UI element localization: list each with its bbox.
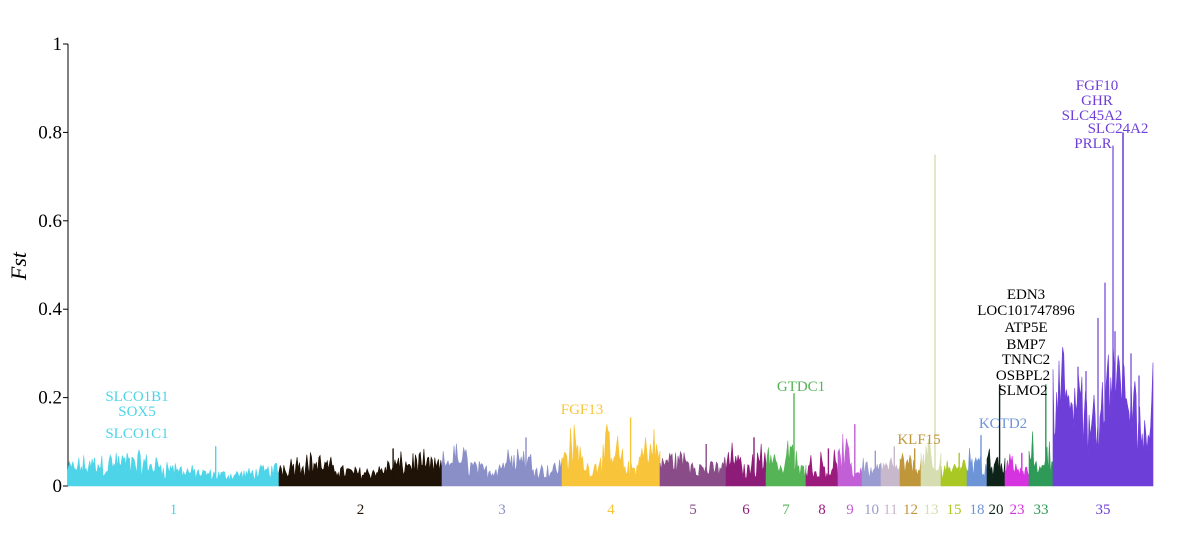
chromosome-label: 20: [989, 502, 1004, 518]
chromosome-4-series: [561, 417, 661, 487]
chromosome-label: 23: [1010, 502, 1025, 518]
chromosome-11-series: [880, 446, 901, 487]
gene-annotation: FGF10: [1076, 78, 1119, 94]
y-axis: 0 0.2 0.4 0.6 0.8 1: [38, 34, 69, 497]
chromosome-33-series: [1028, 384, 1054, 487]
chromosome-13-area: [920, 438, 942, 487]
chromosome-label: 10: [864, 502, 879, 518]
gene-annotation: SLCO1C1: [105, 426, 168, 442]
chromosome-15-series: [940, 452, 968, 487]
y-axis-label: Fst: [6, 251, 31, 281]
chromosome-label: 7: [782, 502, 790, 518]
chromosome-23-area: [1004, 453, 1030, 487]
chromosome-3-area: [441, 443, 563, 487]
chromosome-18-series: [966, 435, 988, 487]
chromosome-12-area: [899, 453, 922, 487]
gene-annotation: SLMO2: [998, 383, 1047, 399]
chromosome-1-series: [67, 446, 280, 487]
chromosome-label: 13: [924, 502, 939, 518]
chromosome-9-area: [837, 433, 863, 487]
chromosome-label: 5: [689, 502, 697, 518]
chromosome-12-series: [899, 448, 922, 487]
gene-annotation: PRLR: [1074, 136, 1112, 152]
gene-annotation: SLC24A2: [1088, 121, 1149, 137]
gene-annotation: EDN3: [1007, 287, 1045, 303]
chromosome-9-series: [837, 424, 863, 487]
chromosome-13-series: [920, 154, 942, 487]
chromosome-3-series: [441, 437, 563, 487]
chromosome-5-series: [659, 444, 727, 487]
chromosome-10-series: [861, 450, 882, 487]
y-tick-label: 0.8: [38, 122, 62, 143]
chromosome-18-area: [966, 447, 988, 487]
chromosome-1-area: [67, 449, 280, 487]
chromosome-2-area: [278, 448, 443, 487]
gene-annotation: FGF13: [561, 402, 604, 418]
chromosome-2-series: [278, 448, 443, 487]
chromosome-label: 15: [947, 502, 962, 518]
gene-annotation: GTDC1: [777, 379, 825, 395]
chromosome-23-series: [1004, 452, 1030, 487]
y-tick-label: 1: [53, 34, 63, 55]
chromosome-labels: 1 2 3 4 5 6 7 8 9 10 11 12 13 15 18 20 23 33 35: [170, 502, 1111, 518]
gene-annotation: OSBPL2: [996, 368, 1050, 384]
gene-annotation: ATP5E: [1004, 320, 1047, 336]
chromosome-11-area: [880, 456, 901, 487]
chromosome-label: 12: [903, 502, 918, 518]
chromosome-label: 2: [357, 502, 365, 518]
chromosome-20-series: [986, 384, 1006, 487]
chromosome-label: 1: [170, 502, 178, 518]
plot-area: [67, 132, 1154, 487]
chromosome-20-area: [986, 448, 1006, 487]
chromosome-4-area: [561, 424, 661, 487]
gene-annotation: LOC101747896: [977, 303, 1075, 319]
chromosome-8-area: [805, 449, 839, 487]
chromosome-label: 4: [607, 502, 615, 518]
gene-annotation: GHR: [1081, 93, 1113, 109]
chromosome-6-area: [725, 442, 767, 487]
gene-annotation: KLF15: [897, 432, 940, 448]
gene-annotation: SLC45A2: [1062, 108, 1123, 124]
gene-annotation: TNNC2: [1002, 352, 1050, 368]
chromosome-33-area: [1028, 431, 1054, 487]
chromosome-15-area: [940, 459, 968, 487]
y-tick-label: 0.4: [38, 299, 62, 320]
gene-annotation: SLCO1B1: [105, 389, 168, 405]
y-tick-label: 0.2: [38, 388, 62, 409]
chromosome-label: 8: [818, 502, 826, 518]
gene-annotation: BMP7: [1006, 337, 1046, 353]
chromosome-label: 9: [846, 502, 854, 518]
chromosome-label: 18: [970, 502, 985, 518]
chromosome-35-series: [1052, 132, 1154, 487]
chromosome-5-area: [659, 450, 727, 487]
chromosome-label: 6: [742, 502, 750, 518]
chromosome-35-area: [1052, 346, 1154, 487]
chromosome-label: 33: [1034, 502, 1049, 518]
chromosome-10-area: [861, 458, 882, 487]
chromosome-label: 11: [883, 502, 897, 518]
chromosome-label: 3: [498, 502, 506, 518]
chromosome-label: 35: [1096, 502, 1111, 518]
chromosome-7-area: [765, 440, 807, 487]
y-tick-label: 0.6: [38, 211, 62, 232]
y-tick-label: 0: [53, 476, 63, 497]
chromosome-8-series: [805, 448, 839, 487]
gene-annotation: SOX5: [118, 404, 156, 420]
gene-annotation: KCTD2: [979, 416, 1027, 432]
chromosome-7-series: [765, 393, 807, 487]
chromosome-6-series: [725, 437, 767, 487]
